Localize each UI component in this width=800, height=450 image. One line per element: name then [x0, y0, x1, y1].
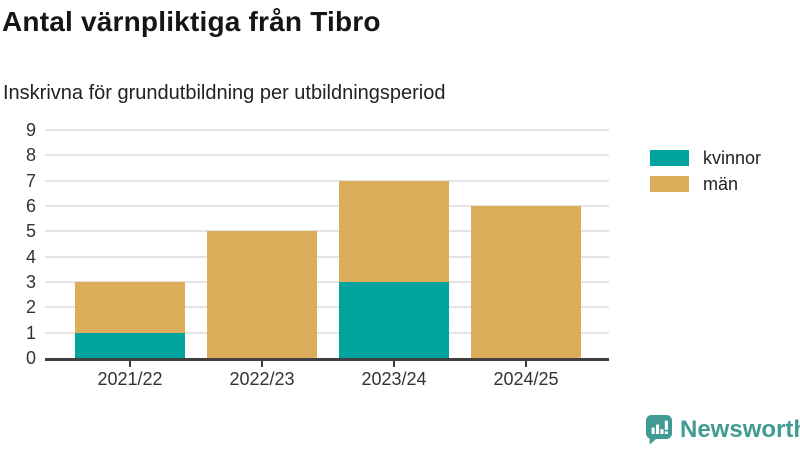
- gridline-4: [45, 255, 609, 258]
- gridline-7: [45, 179, 609, 182]
- x-tick-2024/25: [525, 361, 527, 367]
- x-axis-label-2022/23: 2022/23: [229, 369, 295, 389]
- y-axis-label-2: 2: [25, 297, 36, 318]
- legend-label-kvinnor: kvinnor: [703, 148, 762, 168]
- newsworthy-logo: Newsworthy: [645, 414, 800, 445]
- bar-segment-män-2023/24: [339, 180, 449, 282]
- legend-swatch-kvinnor: [650, 150, 689, 166]
- y-axis-label-3: 3: [25, 272, 36, 292]
- chart-subtitle: Inskrivna för grundutbildning per utbild…: [3, 82, 446, 104]
- y-axis-label-6: 6: [25, 196, 36, 216]
- x-tick-2021/22: [129, 361, 131, 367]
- newsworthy-logo-text: Newsworthy: [680, 415, 800, 443]
- y-axis-label-7: 7: [25, 170, 36, 191]
- x-tick-2023/24: [393, 361, 395, 367]
- legend-label-män: män: [703, 174, 739, 194]
- legend-swatch-män: [650, 176, 689, 192]
- x-axis-line: [45, 358, 609, 361]
- legend: kvinnor män: [650, 148, 762, 202]
- gridline-6: [45, 205, 609, 207]
- bar-segment-män-2022/23: [207, 231, 317, 358]
- x-axis-label-2021/22: 2021/22: [97, 369, 163, 389]
- x-axis-label-2023/24: 2023/24: [361, 369, 427, 389]
- bar-segment-kvinnor-2021/22: [75, 332, 185, 358]
- y-axis-label-9: 9: [25, 120, 36, 140]
- legend-item-män: män: [650, 174, 761, 194]
- y-axis-label-8: 8: [25, 145, 36, 166]
- y-axis-label-5: 5: [25, 221, 36, 242]
- gridline-1: [45, 331, 609, 334]
- y-axis-label-0: 0: [25, 348, 36, 368]
- y-axis-label-4: 4: [25, 246, 36, 267]
- y-axis: 0 1 2 3 4 5 6 7 8 9: [0, 120, 36, 368]
- y-axis-label-1: 1: [25, 322, 36, 343]
- newsworthy-logo-icon: [645, 414, 673, 445]
- legend-item-kvinnor: kvinnor: [650, 148, 762, 168]
- gridline-9: [45, 129, 609, 131]
- chart-title: Antal värnpliktiga från Tibro: [2, 6, 381, 37]
- x-tick-2022/23: [261, 361, 263, 367]
- bar-segment-kvinnor-2023/24: [339, 282, 449, 358]
- gridline-3: [45, 281, 609, 283]
- plot-area: [45, 129, 609, 358]
- x-axis-label-2024/25: 2024/25: [493, 369, 559, 389]
- gridline-8: [45, 154, 609, 157]
- gridline-2: [45, 306, 609, 309]
- bar-segment-män-2024/25: [471, 206, 581, 358]
- gridline-5: [45, 230, 609, 233]
- bar-segment-män-2021/22: [75, 282, 185, 333]
